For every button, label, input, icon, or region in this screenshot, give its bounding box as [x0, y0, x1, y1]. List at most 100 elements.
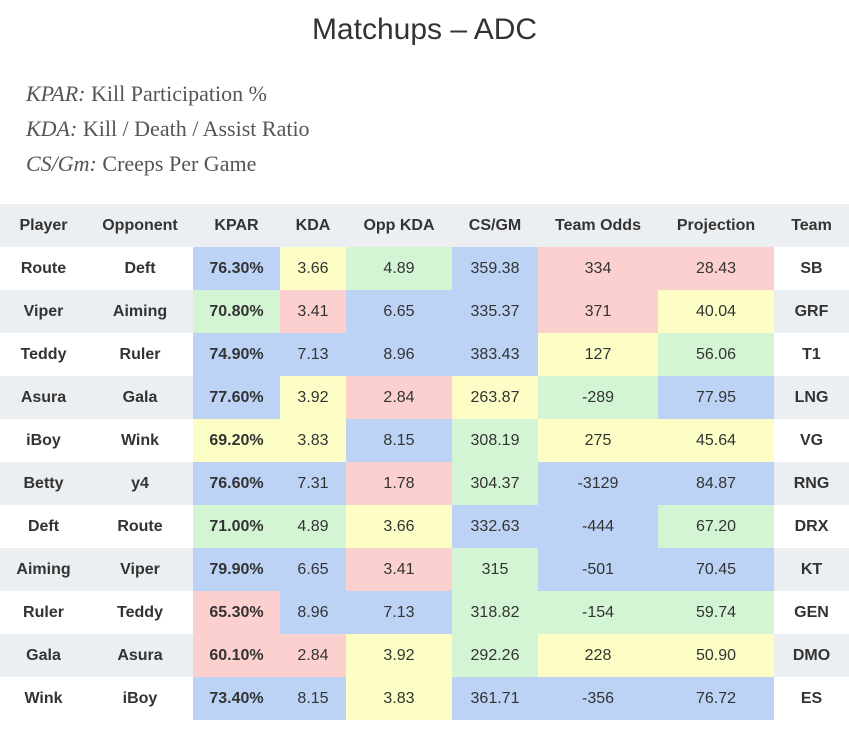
projection-cell: 70.45: [658, 548, 774, 591]
cs-gm-cell: 292.26: [452, 634, 538, 677]
projection-cell: 28.43: [658, 247, 774, 290]
table-row: Viper Aiming 70.80% 3.41 6.65 335.37 371…: [0, 290, 849, 333]
team-cell: ES: [774, 677, 849, 720]
column-header-kda: KDA: [280, 204, 346, 247]
projection-cell: 40.04: [658, 290, 774, 333]
team-cell: GEN: [774, 591, 849, 634]
opponent-cell: Teddy: [87, 591, 193, 634]
player-cell: Wink: [0, 677, 87, 720]
team-odds-cell: -501: [538, 548, 658, 591]
opp-kda-cell: 3.41: [346, 548, 452, 591]
table-row: Deft Route 71.00% 4.89 3.66 332.63 -444 …: [0, 505, 849, 548]
table-row: Asura Gala 77.60% 3.92 2.84 263.87 -289 …: [0, 376, 849, 419]
player-cell: iBoy: [0, 419, 87, 462]
opponent-cell: Aiming: [87, 290, 193, 333]
player-cell: Betty: [0, 462, 87, 505]
team-odds-cell: -356: [538, 677, 658, 720]
column-header-opp-kda: Opp KDA: [346, 204, 452, 247]
kpar-cell: 77.60%: [193, 376, 280, 419]
kda-cell: 7.31: [280, 462, 346, 505]
table-row: iBoy Wink 69.20% 3.83 8.15 308.19 275 45…: [0, 419, 849, 462]
legend-term: KDA:: [26, 116, 78, 141]
kda-cell: 6.65: [280, 548, 346, 591]
opponent-cell: Wink: [87, 419, 193, 462]
kpar-cell: 73.40%: [193, 677, 280, 720]
cs-gm-cell: 263.87: [452, 376, 538, 419]
legend-item-cs-gm: CS/Gm: Creeps Per Game: [26, 146, 310, 181]
cs-gm-cell: 359.38: [452, 247, 538, 290]
opp-kda-cell: 2.84: [346, 376, 452, 419]
column-header-projection: Projection: [658, 204, 774, 247]
kda-cell: 3.83: [280, 419, 346, 462]
team-odds-cell: -3129: [538, 462, 658, 505]
page-title: Matchups – ADC: [311, 13, 538, 46]
kpar-cell: 60.10%: [193, 634, 280, 677]
opp-kda-cell: 8.15: [346, 419, 452, 462]
cs-gm-cell: 304.37: [452, 462, 538, 505]
cs-gm-cell: 315: [452, 548, 538, 591]
projection-cell: 56.06: [658, 333, 774, 376]
opp-kda-cell: 8.96: [346, 333, 452, 376]
kda-cell: 3.66: [280, 247, 346, 290]
team-cell: LNG: [774, 376, 849, 419]
opponent-cell: Deft: [87, 247, 193, 290]
table-row: Teddy Ruler 74.90% 7.13 8.96 383.43 127 …: [0, 333, 849, 376]
team-odds-cell: -154: [538, 591, 658, 634]
column-header-opponent: Opponent: [87, 204, 193, 247]
opponent-cell: Viper: [87, 548, 193, 591]
table-row: Route Deft 76.30% 3.66 4.89 359.38 334 2…: [0, 247, 849, 290]
team-cell: DMO: [774, 634, 849, 677]
legend-term: KPAR:: [26, 81, 86, 106]
opp-kda-cell: 1.78: [346, 462, 452, 505]
opp-kda-cell: 7.13: [346, 591, 452, 634]
team-cell: DRX: [774, 505, 849, 548]
team-cell: GRF: [774, 290, 849, 333]
opp-kda-cell: 6.65: [346, 290, 452, 333]
table-row: Gala Asura 60.10% 2.84 3.92 292.26 228 5…: [0, 634, 849, 677]
team-cell: T1: [774, 333, 849, 376]
column-header-kpar: KPAR: [193, 204, 280, 247]
kda-cell: 4.89: [280, 505, 346, 548]
legend: KPAR: Kill Participation % KDA: Kill / D…: [26, 76, 310, 181]
kpar-cell: 74.90%: [193, 333, 280, 376]
kpar-cell: 79.90%: [193, 548, 280, 591]
legend-desc: Creeps Per Game: [96, 151, 257, 176]
opponent-cell: Route: [87, 505, 193, 548]
kda-cell: 2.84: [280, 634, 346, 677]
opp-kda-cell: 3.66: [346, 505, 452, 548]
legend-item-kpar: KPAR: Kill Participation %: [26, 76, 310, 111]
column-header-player: Player: [0, 204, 87, 247]
kpar-cell: 76.60%: [193, 462, 280, 505]
team-odds-cell: 334: [538, 247, 658, 290]
player-cell: Teddy: [0, 333, 87, 376]
kda-cell: 8.96: [280, 591, 346, 634]
cs-gm-cell: 361.71: [452, 677, 538, 720]
player-cell: Deft: [0, 505, 87, 548]
table-header-row: Player Opponent KPAR KDA Opp KDA CS/GM T…: [0, 204, 849, 247]
projection-cell: 50.90: [658, 634, 774, 677]
column-header-team: Team: [774, 204, 849, 247]
legend-item-kda: KDA: Kill / Death / Assist Ratio: [26, 111, 310, 146]
player-cell: Ruler: [0, 591, 87, 634]
opponent-cell: Ruler: [87, 333, 193, 376]
cs-gm-cell: 308.19: [452, 419, 538, 462]
projection-cell: 77.95: [658, 376, 774, 419]
opponent-cell: Gala: [87, 376, 193, 419]
kpar-cell: 71.00%: [193, 505, 280, 548]
table-row: Ruler Teddy 65.30% 8.96 7.13 318.82 -154…: [0, 591, 849, 634]
team-cell: VG: [774, 419, 849, 462]
team-odds-cell: 228: [538, 634, 658, 677]
player-cell: Aiming: [0, 548, 87, 591]
opponent-cell: iBoy: [87, 677, 193, 720]
table-row: Betty y4 76.60% 7.31 1.78 304.37 -3129 8…: [0, 462, 849, 505]
projection-cell: 84.87: [658, 462, 774, 505]
column-header-cs-gm: CS/GM: [452, 204, 538, 247]
opp-kda-cell: 3.92: [346, 634, 452, 677]
cs-gm-cell: 383.43: [452, 333, 538, 376]
kpar-cell: 76.30%: [193, 247, 280, 290]
kpar-cell: 70.80%: [193, 290, 280, 333]
legend-desc: Kill / Death / Assist Ratio: [77, 116, 310, 141]
opp-kda-cell: 3.83: [346, 677, 452, 720]
column-header-team-odds: Team Odds: [538, 204, 658, 247]
projection-cell: 67.20: [658, 505, 774, 548]
